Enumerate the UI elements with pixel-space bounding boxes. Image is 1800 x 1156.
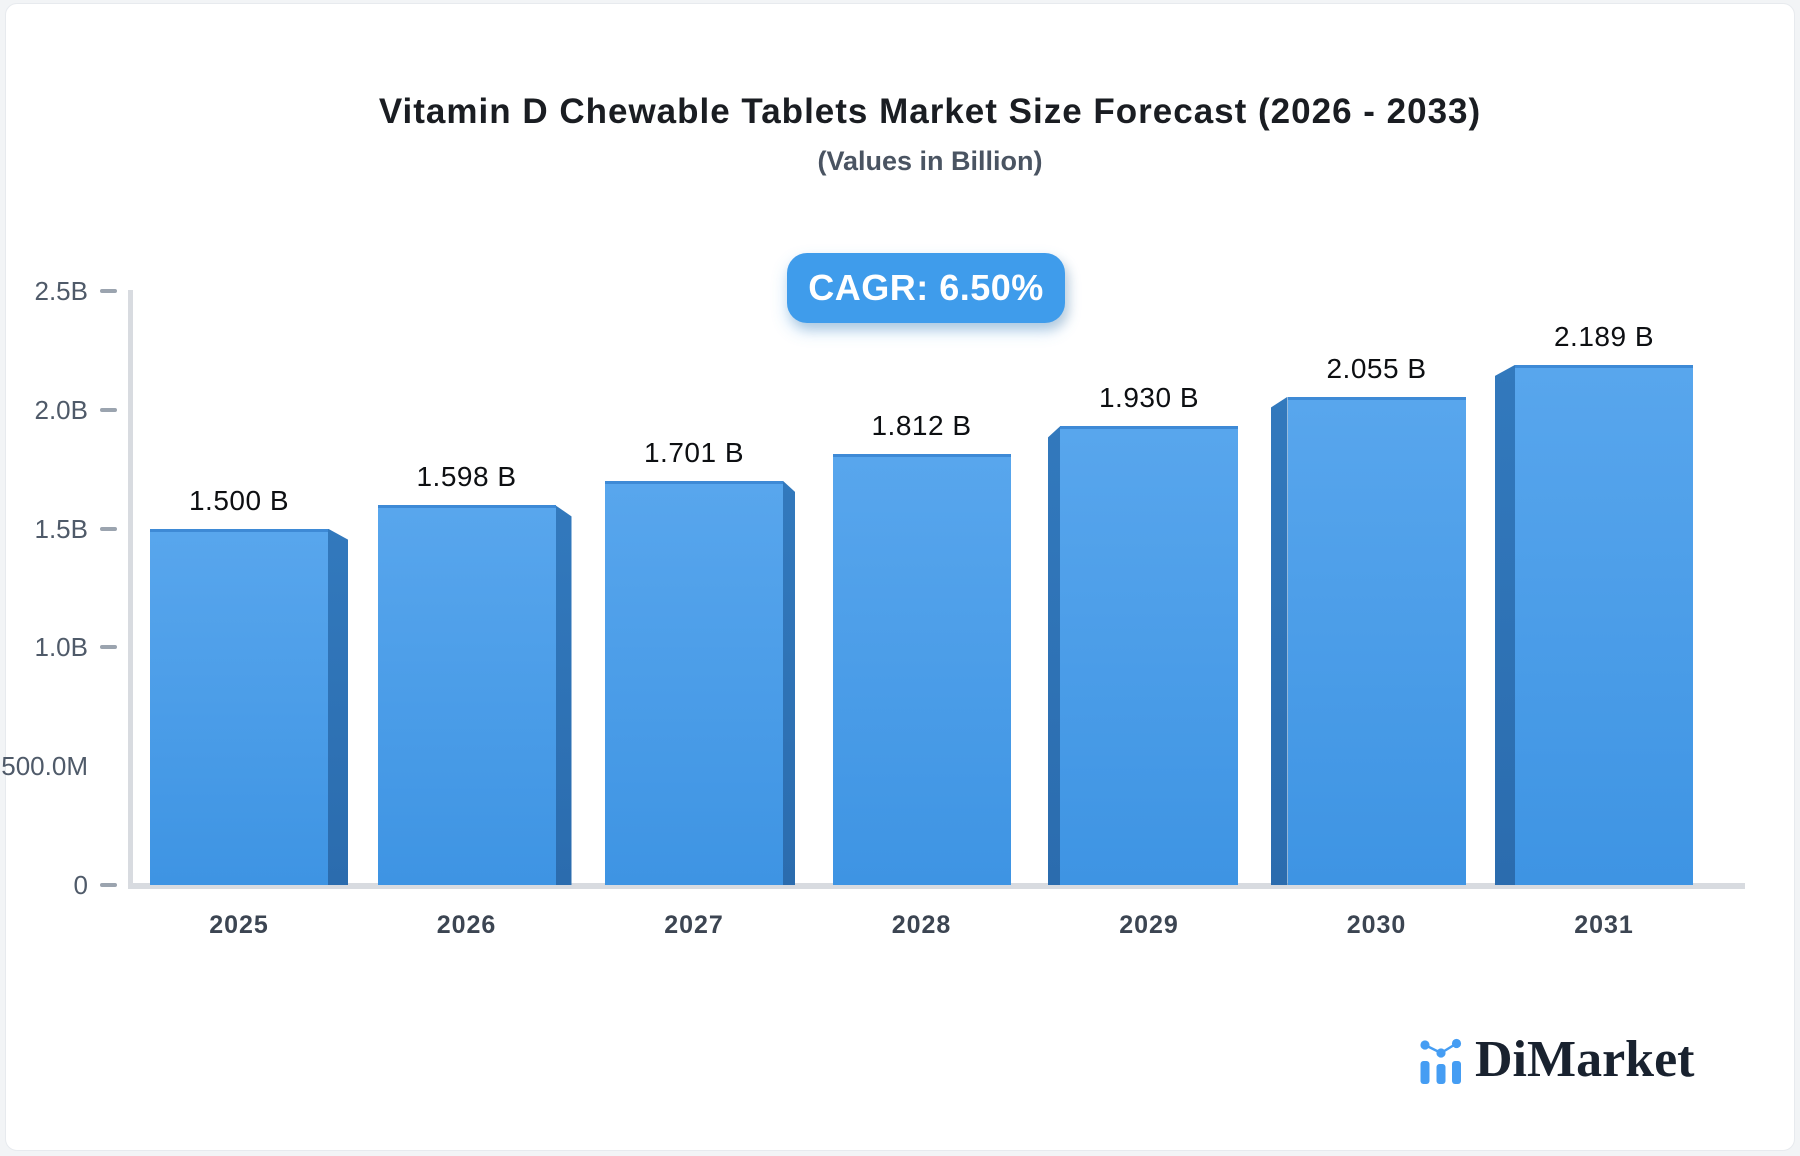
bar-side-face-2030 — [1270, 396, 1288, 885]
bar-face-2029 — [1060, 426, 1238, 885]
y-axis-tick-label: 2.5B — [34, 276, 89, 306]
bar-value-label: 2.055 B — [1326, 352, 1427, 384]
cagr-badge: CAGR: 6.50% — [787, 253, 1065, 323]
x-axis-label: 2027 — [664, 911, 724, 939]
bar-value-label: 1.701 B — [643, 436, 745, 468]
x-axis-label: 2030 — [1346, 911, 1407, 939]
bar-face-2031 — [1515, 364, 1693, 885]
y-axis-line — [128, 290, 133, 889]
bar-side-face-2029 — [1048, 426, 1060, 885]
brand-logo: DiMarket — [1420, 1031, 1695, 1088]
x-axis-line — [128, 883, 1745, 889]
bar-face-2025 — [150, 528, 328, 885]
y-axis-tick-label: 500.0M — [1, 751, 88, 782]
y-axis-tick-label: 0 — [73, 870, 88, 900]
chart-title: Vitamin D Chewable Tablets Market Size F… — [378, 92, 1482, 131]
bar-face-2028 — [832, 454, 1011, 885]
y-axis-tick-label: 2.0B — [34, 394, 89, 425]
bar-value-label: 2.189 B — [1553, 320, 1655, 352]
cagr-badge-label: CAGR: 6.50% — [808, 267, 1044, 308]
y-axis-tick-label: 1.0B — [34, 632, 89, 663]
bar-face-2030 — [1287, 396, 1466, 885]
x-axis-label: 2031 — [1574, 911, 1634, 939]
bar-face-2027 — [605, 480, 783, 885]
bar-value-label: 1.930 B — [1098, 382, 1200, 414]
bar-value-label: 1.812 B — [871, 410, 972, 442]
brand-name: DiMarket — [1475, 1031, 1695, 1088]
x-axis-label: 2028 — [891, 911, 952, 939]
bar-side-face-2027 — [783, 480, 795, 885]
y-axis-tick-dash — [100, 289, 117, 293]
bar-side-face-2025 — [328, 528, 348, 885]
bar-value-label: 1.500 B — [188, 484, 290, 516]
y-axis-tick-dash — [100, 883, 117, 887]
bar-side-face-2031 — [1495, 364, 1515, 885]
bar-side-face-2026 — [555, 505, 572, 885]
y-axis-tick-label: 1.5B — [34, 513, 89, 544]
y-axis-tick-dash — [100, 407, 117, 412]
bar-value-label: 1.598 B — [416, 461, 517, 493]
y-axis-tick-dash — [100, 526, 117, 531]
x-axis-label: 2029 — [1119, 911, 1179, 939]
chart-subtitle: (Values in Billion) — [817, 146, 1043, 176]
mini-bar-chart-logo-icon — [1420, 1038, 1462, 1084]
x-axis-label: 2026 — [436, 911, 497, 939]
x-axis-label: 2025 — [209, 911, 269, 939]
bar-face-2026 — [377, 505, 556, 885]
y-axis-tick-dash — [100, 645, 117, 650]
